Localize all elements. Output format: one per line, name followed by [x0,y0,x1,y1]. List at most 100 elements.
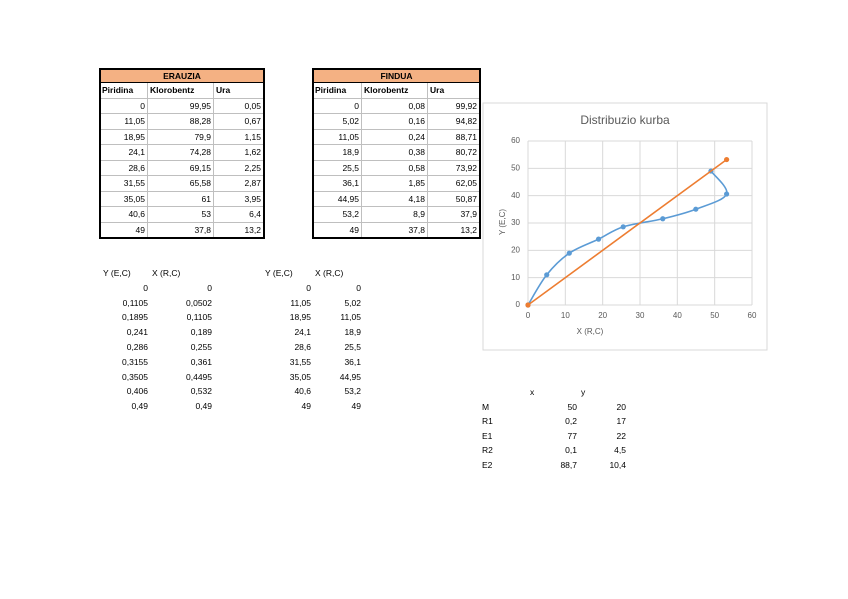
list-header: Y (E,C) [265,268,293,278]
list-value: 24,1 [294,327,311,338]
list-value: 44,95 [339,371,361,382]
list-value: 5,02 [344,297,361,308]
table-cell: 0,58 [362,160,428,176]
row-label: R2 [482,445,493,456]
table-cell: 31,55 [100,176,148,192]
list-value: 0,1105 [122,297,148,308]
list-value: 0,49 [131,401,148,412]
list-value: 0,1 [565,445,577,456]
table-cell: 24,1 [100,145,148,161]
list-value: 0,286 [126,342,148,352]
table-cell: 28,6 [100,160,148,176]
x-tick-label: 20 [598,311,607,320]
list-value: 18,9 [344,327,361,338]
list-value: 0,49 [195,401,212,412]
column-header: Piridina [100,83,148,99]
table-cell: 61 [148,191,214,207]
list-header: x [530,387,535,397]
table-cell: 0,05 [214,98,264,114]
table-cell: 49 [100,222,148,238]
table-cell: 74,28 [148,145,214,161]
point [525,302,531,308]
list-value: 25,5 [344,342,361,352]
x-tick-label: 60 [748,311,757,320]
list-value: 11,05 [290,297,311,308]
y-tick-label: 50 [511,163,520,172]
table-cell: 37,8 [362,222,428,238]
table-cell: 8,9 [362,207,428,223]
point [544,272,550,278]
table-cell: 2,25 [214,160,264,176]
y-tick-label: 40 [511,191,520,200]
table-cell: 37,9 [428,207,480,223]
row-label: M [482,401,490,412]
list-value: 0,2 [565,416,577,427]
list-value: 0,241 [126,327,148,338]
point [595,236,602,242]
x-tick-label: 50 [710,311,719,320]
table-cell: 13,2 [214,222,264,238]
list-header: Y (E,C) [103,268,131,278]
chart-title: Distribuzio kurba [580,113,670,127]
y-tick-label: 20 [511,245,520,254]
list-value: 0,1895 [122,312,148,323]
list-value: 0 [306,282,311,293]
list-header: y [581,387,586,397]
list-value: 0,532 [190,386,212,397]
y-tick-label: 10 [511,273,520,282]
table-cell: 25,5 [313,160,362,176]
table-cell: 13,2 [428,222,480,238]
list-value: 0,406 [126,386,148,397]
list-value: 77 [567,430,577,441]
list-value: 49 [351,401,361,412]
list-value: 0 [207,282,212,293]
table-title: ERAUZIA [100,69,264,83]
table-cell: 44,95 [313,191,362,207]
list-value: 35,05 [289,371,311,382]
list-value: 0,4495 [186,371,212,382]
table-cell: 1,15 [214,129,264,145]
table-cell: 18,9 [313,145,362,161]
list-value: 0,255 [190,342,212,352]
table-cell: 35,05 [100,191,148,207]
list-value: 10,4 [609,460,626,470]
list-value: 0,0502 [186,297,212,308]
column-header: Klorobentz [148,83,214,99]
series-line [527,158,728,306]
list-value: 4,5 [614,445,626,456]
table-cell: 99,92 [428,98,480,114]
list-value: 36,1 [344,356,361,367]
list-value: 20 [616,401,626,412]
table-cell: 80,72 [428,145,480,161]
point [660,216,666,222]
table-cell: 36,1 [313,176,362,192]
list-value: 0 [356,282,361,293]
row-label: E2 [482,460,493,470]
row-label: R1 [482,416,493,427]
table-cell: 11,05 [100,114,148,130]
list-value: 0,1105 [186,312,212,323]
x-axis-label: X (R,C) [577,327,604,336]
list-header: X (R,C) [315,268,344,278]
list-value: 40,6 [294,386,311,397]
list-value: 17 [616,416,626,427]
list-value: 11,05 [340,312,361,323]
table-cell: 88,71 [428,129,480,145]
table-cell: 40,6 [100,207,148,223]
table-cell: 62,05 [428,176,480,192]
table-cell: 4,18 [362,191,428,207]
table-cell: 0 [313,98,362,114]
table-cell: 11,05 [313,129,362,145]
y-tick-label: 60 [511,136,520,145]
list-value: 22 [616,430,626,441]
list-value: 0 [143,282,148,293]
table-cell: 0 [100,98,148,114]
point [620,224,626,230]
table-cell: 53,2 [313,207,362,223]
table-cell: 99,95 [148,98,214,114]
table-cell: 65,58 [148,176,214,192]
row-label: E1 [482,430,493,441]
point [724,156,730,163]
table-cell: 94,82 [428,114,480,130]
